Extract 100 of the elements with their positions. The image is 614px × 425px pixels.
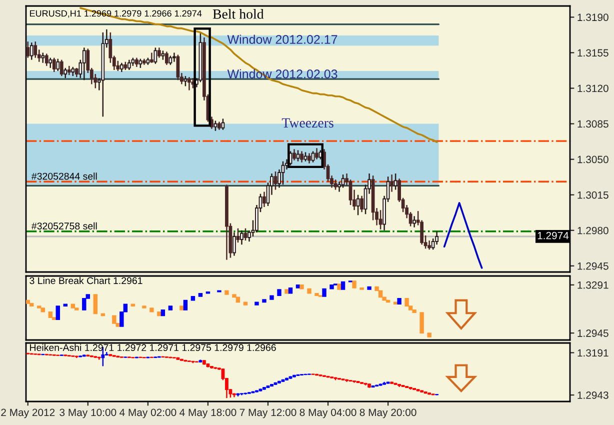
bar (40, 308, 45, 312)
candlestick (315, 148, 318, 160)
bar (168, 306, 173, 310)
ref-line-label: 1.2974 (538, 232, 569, 240)
bar (243, 302, 248, 306)
candlestick (356, 194, 360, 216)
candlestick (60, 59, 64, 77)
candlestick (300, 150, 304, 163)
bar (397, 298, 402, 305)
candlestick (232, 232, 236, 256)
bar (190, 296, 196, 301)
candlestick (428, 240, 431, 250)
candlestick (360, 195, 364, 213)
bar (427, 332, 432, 338)
bar (277, 289, 282, 296)
bar (198, 292, 203, 297)
y-tick-label: 1.3291 (578, 281, 608, 289)
bar (420, 312, 424, 334)
candlestick (41, 52, 45, 64)
candlestick (435, 230, 438, 246)
y-tick-label: 1.3191 (578, 349, 608, 357)
bar (236, 296, 240, 303)
candlestick (240, 230, 244, 246)
bar (404, 298, 409, 306)
candlestick (74, 67, 78, 78)
bar (330, 284, 334, 290)
candlestick (214, 120, 218, 132)
candlestick (67, 65, 71, 76)
candlestick (296, 150, 300, 162)
bar (284, 289, 289, 294)
x-tick-label: 3 May 10:00 (60, 408, 116, 418)
bar (180, 306, 184, 310)
ref-line-label: #32052758 sell (31, 222, 97, 230)
bar (93, 294, 98, 314)
candlestick (334, 178, 338, 190)
x-tick-label: 7 May 12:00 (240, 408, 296, 418)
bar (26, 300, 30, 304)
candlestick (52, 57, 56, 73)
bar (367, 286, 372, 290)
y-tick-label: 1.2945 (578, 330, 608, 337)
candlestick (154, 47, 158, 64)
bar (337, 284, 342, 290)
candlestick (30, 42, 34, 60)
candlestick (172, 52, 176, 62)
x-tick-label: 4 May 02:00 (120, 408, 176, 418)
y-tick-label: 1.2980 (578, 226, 608, 234)
bar (262, 299, 266, 303)
bar (352, 280, 356, 288)
y-tick-label: 1.3155 (578, 49, 608, 57)
x-tick-label: 8 May 04:00 (300, 408, 356, 418)
candlestick (244, 228, 248, 242)
candlestick (236, 228, 240, 244)
candlestick (341, 174, 345, 188)
bar (56, 306, 60, 320)
y-tick-label: 1.2945 (578, 262, 608, 270)
bar (322, 288, 326, 297)
candlestick (134, 57, 138, 68)
ref-line-label: #32052844 sell (31, 172, 97, 180)
bar (378, 290, 383, 298)
bar (300, 284, 304, 290)
y-tick-label: 1.3120 (578, 84, 608, 92)
line-series (79, 7, 438, 143)
candlestick (34, 40, 38, 58)
bar (288, 288, 293, 294)
candlestick (378, 209, 382, 230)
chart-title: 3 Line Break Chart 1.2961 (30, 276, 142, 284)
bar (183, 300, 188, 310)
candlestick (311, 150, 315, 163)
chart-title: Heiken-Ashi 1.2971 1.2972 1.2971 1.2975 1.2979 1.2966 (30, 344, 276, 352)
bar (82, 298, 86, 310)
candlestick (292, 148, 296, 161)
candlestick (26, 40, 30, 58)
candlestick (390, 174, 394, 192)
bar (150, 308, 154, 312)
bar (48, 311, 52, 318)
candlestick (56, 58, 60, 72)
bar (157, 311, 162, 316)
candlestick (412, 216, 416, 228)
candlestick (165, 51, 168, 66)
candlestick (64, 67, 68, 79)
bar (314, 292, 319, 296)
bar (30, 302, 34, 306)
bar (254, 302, 259, 306)
x-tick-label: 4 May 18:00 (180, 408, 236, 418)
annotation: Tweezers (282, 118, 334, 128)
y-tick-label: 1.3050 (578, 156, 608, 164)
candlestick (308, 152, 311, 164)
y-tick-label: 1.3085 (578, 120, 608, 128)
candlestick (281, 160, 285, 186)
candlestick (304, 152, 308, 162)
band-label: Window 2012.02.17 (227, 34, 338, 44)
bar (340, 281, 346, 290)
bar (307, 288, 312, 294)
bar (70, 304, 76, 308)
candlestick (221, 118, 225, 130)
candlestick (394, 172, 398, 190)
candlestick (71, 66, 75, 77)
y-tick-label: 1.3015 (578, 191, 608, 199)
annotation: Belt hold (212, 9, 264, 19)
bar (224, 290, 229, 295)
